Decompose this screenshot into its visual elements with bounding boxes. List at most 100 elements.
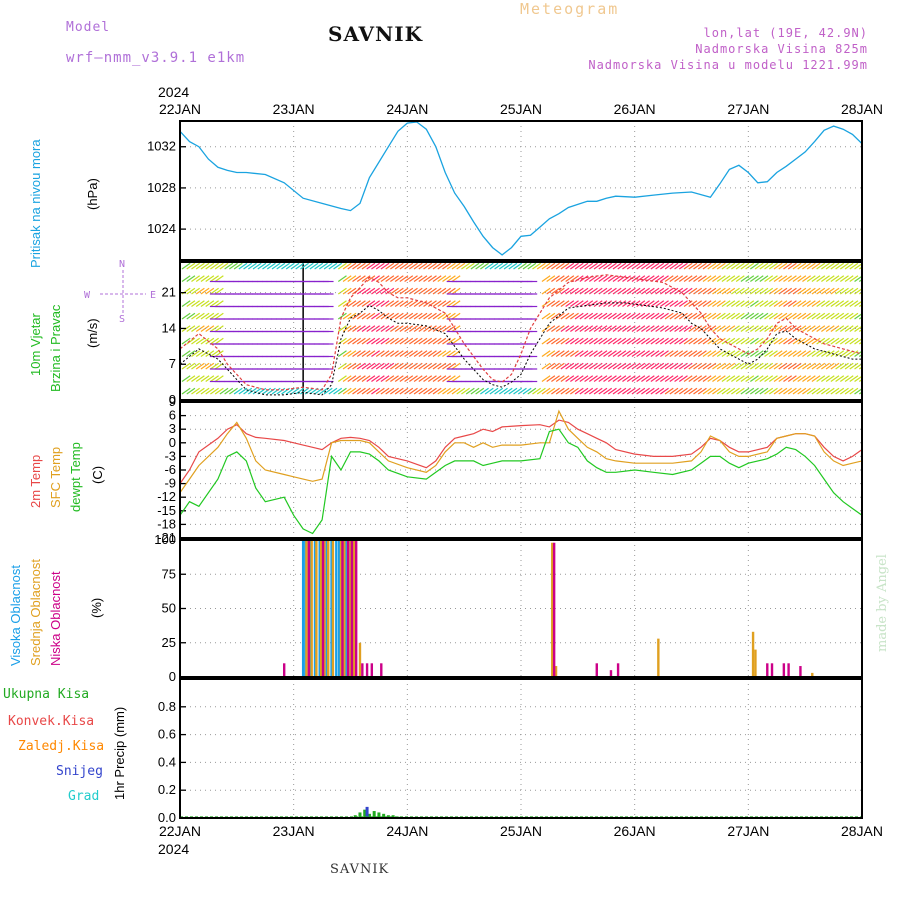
wind-barb xyxy=(844,275,854,282)
wind-barb xyxy=(560,362,570,370)
wind-barb xyxy=(821,337,830,345)
wind-barb xyxy=(669,375,679,382)
wind-barb xyxy=(607,300,617,307)
wind-barb xyxy=(783,337,793,345)
wind-barb xyxy=(773,300,783,307)
wind-barb xyxy=(783,262,793,270)
wind-barb xyxy=(371,375,380,382)
wind-barb xyxy=(574,325,584,332)
wind-barb xyxy=(446,337,456,345)
wind-barb xyxy=(200,300,210,307)
wind-barb xyxy=(678,262,688,270)
wind-barb xyxy=(707,275,717,282)
legend-total-rain: Ukupna Kisa xyxy=(3,687,89,702)
wind-barb xyxy=(593,312,603,320)
cloud-bar xyxy=(315,540,318,676)
wind-barb xyxy=(811,362,821,370)
wind-barb xyxy=(555,312,565,320)
wind-barb xyxy=(702,337,712,345)
wind-barb xyxy=(773,350,783,357)
wind-barb xyxy=(427,325,437,332)
wind-barb xyxy=(342,350,352,357)
wind-barb xyxy=(830,325,840,332)
wind-barb xyxy=(437,337,447,345)
wind-barb xyxy=(839,387,849,395)
wind-barb xyxy=(740,362,750,370)
wind-barb xyxy=(702,275,712,282)
wind-barb xyxy=(802,300,811,307)
y-tick-label: 7 xyxy=(169,356,176,371)
date-tick-top: 22JAN xyxy=(159,101,201,117)
wind-barb xyxy=(423,300,433,307)
wind-barb xyxy=(541,387,551,395)
wind-barb xyxy=(688,325,698,332)
elevation-label: Nadmorska Visina 825m xyxy=(695,42,868,56)
wind-barb xyxy=(806,325,816,332)
wind-barb xyxy=(437,287,447,295)
precip-bar xyxy=(372,811,376,817)
wind-barb xyxy=(816,387,826,395)
wind-barb xyxy=(219,387,229,395)
wind-barb xyxy=(778,387,788,395)
wind-barb xyxy=(749,262,759,270)
wind-barb xyxy=(210,350,219,357)
wind-barb xyxy=(745,287,755,295)
wind-barb xyxy=(740,300,750,307)
wind-barb xyxy=(839,312,849,320)
wind-barb xyxy=(603,387,613,395)
wind-barb xyxy=(811,350,821,357)
wind-barb xyxy=(399,325,409,332)
wind-barb xyxy=(792,375,802,382)
wind-barb xyxy=(759,325,769,332)
wind-barb xyxy=(446,287,456,295)
wind-barb xyxy=(849,362,859,370)
wind-barb xyxy=(181,350,191,357)
wind-barb xyxy=(622,387,631,395)
wind-barb xyxy=(825,300,835,307)
wind-barb xyxy=(541,362,551,370)
wind-barb xyxy=(749,325,759,332)
wind-barb xyxy=(380,287,390,295)
wind-barb xyxy=(792,300,802,307)
wind-barb xyxy=(413,375,423,382)
wind-barb xyxy=(693,312,703,320)
wind-barb xyxy=(390,350,399,357)
wind-barb xyxy=(342,387,352,395)
wind-barb xyxy=(551,362,560,370)
wind-barb xyxy=(337,300,347,307)
cloud-bar xyxy=(323,540,326,676)
wind-barb xyxy=(200,375,210,382)
wind-barb xyxy=(480,387,489,395)
wind-barb xyxy=(352,350,362,357)
cloud-bar xyxy=(325,540,329,676)
wind-barb xyxy=(413,350,423,357)
wind-barb xyxy=(200,362,210,370)
wind-barb xyxy=(394,312,404,320)
wind-barb xyxy=(195,362,205,370)
wind-barb xyxy=(508,262,518,270)
wind-barb xyxy=(593,350,603,357)
wind-barb xyxy=(655,275,665,282)
wind-barb xyxy=(816,337,826,345)
wind-barb xyxy=(399,275,409,282)
wind-barb xyxy=(432,275,442,282)
wind-barb xyxy=(375,350,385,357)
wind-barb xyxy=(413,325,423,332)
wind-barb xyxy=(565,362,575,370)
wind-barb xyxy=(555,262,565,270)
wind-barb xyxy=(645,375,655,382)
wind-barb xyxy=(252,387,262,395)
wind-barb xyxy=(778,312,788,320)
cloud-bar xyxy=(282,663,286,676)
wind-barb xyxy=(660,287,669,295)
wind-barb xyxy=(541,337,551,345)
wind-barb xyxy=(697,337,707,345)
wind-barb xyxy=(858,278,862,282)
wind-barb xyxy=(413,262,423,270)
wind-barb xyxy=(830,387,840,395)
wind-barb xyxy=(432,375,442,382)
wind-barb xyxy=(660,375,669,382)
footer-station: SAVNIK xyxy=(330,862,390,877)
wind-barb xyxy=(195,337,205,345)
wind-barb xyxy=(408,300,418,307)
